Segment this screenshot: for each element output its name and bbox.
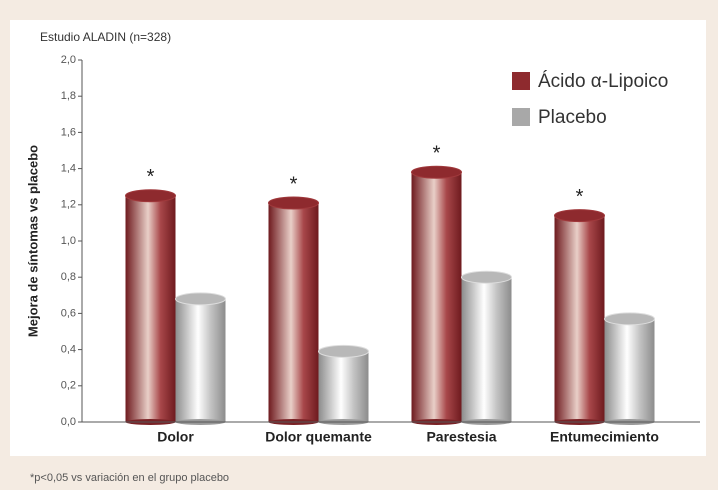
y-tick-label: 1,4 xyxy=(61,163,76,175)
significance-mark: * xyxy=(576,186,584,208)
bar xyxy=(461,277,512,422)
y-tick-label: 0,6 xyxy=(61,307,76,319)
chart-title: Estudio ALADIN (n=328) xyxy=(40,30,171,44)
bar xyxy=(411,172,462,422)
legend-swatch xyxy=(512,108,530,126)
bar xyxy=(604,318,655,422)
bar-top xyxy=(411,165,462,179)
bar xyxy=(268,202,319,422)
significance-mark: * xyxy=(147,166,155,188)
legend-swatch xyxy=(512,72,530,90)
y-tick-label: 0,8 xyxy=(61,271,76,283)
y-tick-label: 0,4 xyxy=(61,344,76,356)
bar-top xyxy=(318,344,369,358)
x-tick-label: Dolor quemante xyxy=(265,429,372,445)
bar-top xyxy=(175,292,226,306)
y-tick-label: 1,0 xyxy=(61,235,76,247)
bar-top xyxy=(461,270,512,284)
bar xyxy=(125,195,176,422)
x-tick-label: Dolor xyxy=(157,429,194,445)
significance-mark: * xyxy=(290,173,298,195)
footnote: *p<0,05 vs variación en el grupo placebo xyxy=(30,472,229,484)
bar-top xyxy=(125,189,176,203)
x-tick-label: Entumecimiento xyxy=(550,429,659,445)
legend-label: Ácido α-Lipoico xyxy=(538,71,668,92)
y-tick-label: 1,6 xyxy=(61,126,76,138)
bar-top xyxy=(554,209,605,223)
bar-top xyxy=(268,196,319,210)
bar xyxy=(175,298,226,422)
y-tick-label: 0,2 xyxy=(61,380,76,392)
x-tick-label: Parestesia xyxy=(426,429,496,445)
y-tick-label: 1,8 xyxy=(61,90,76,102)
y-tick-label: 1,2 xyxy=(61,199,76,211)
bar xyxy=(554,215,605,422)
bar-top xyxy=(604,312,655,326)
y-axis-label: Mejora de síntomas vs placebo xyxy=(25,145,40,337)
y-tick-label: 2,0 xyxy=(61,54,76,66)
y-tick-label: 0,0 xyxy=(61,416,76,428)
legend-label: Placebo xyxy=(538,107,607,128)
bar xyxy=(318,351,369,422)
significance-mark: * xyxy=(433,143,441,165)
